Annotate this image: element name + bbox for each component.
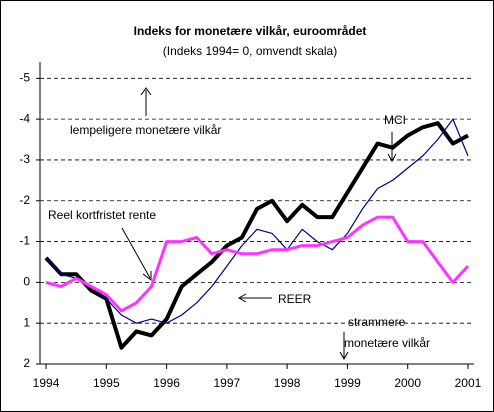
x-tick-label: 1996: [153, 376, 180, 390]
series-line: [45, 118, 469, 324]
annotation: MCI: [384, 113, 406, 127]
y-tick-label: 1: [23, 315, 30, 329]
x-tick-label: 2001: [455, 376, 482, 390]
x-tick-label: 1995: [93, 376, 120, 390]
chart-subtitle: (Indeks 1994= 0, omvendt skala): [163, 44, 337, 58]
arrow-head: [387, 153, 397, 163]
x-tick-label: 1997: [214, 376, 241, 390]
y-tick-label: -2: [19, 193, 30, 207]
x-tick-label: 2000: [394, 376, 421, 390]
x-tick-label: 1994: [33, 376, 60, 390]
arrow-head: [237, 293, 247, 303]
series-line: [44, 121, 469, 350]
annotation: Reel kortfristet rente: [48, 208, 156, 222]
annotation: REER: [278, 292, 312, 306]
arrow-head: [339, 351, 349, 361]
y-tick-label: -5: [19, 70, 30, 84]
arrow-head: [140, 87, 152, 96]
arrow-head: [142, 271, 152, 281]
y-tick-label: 0: [23, 275, 30, 289]
annotation: strammere: [348, 315, 406, 329]
y-tick-label: -1: [19, 234, 30, 248]
annotation: lempeligere monetære vilkår: [70, 123, 221, 137]
y-tick-label: 2: [23, 356, 30, 370]
y-tick-label: -3: [19, 152, 30, 166]
chart-title: Indeks for monetære vilkår, euroområdet: [134, 24, 367, 38]
x-tick-label: 1999: [334, 376, 361, 390]
annotation: monetære vilkår: [344, 336, 430, 350]
arrow: [121, 227, 151, 279]
series-line: [45, 215, 470, 313]
arrows: [121, 87, 397, 361]
x-tick-label: 1998: [274, 376, 301, 390]
y-tick-label: -4: [19, 111, 30, 125]
